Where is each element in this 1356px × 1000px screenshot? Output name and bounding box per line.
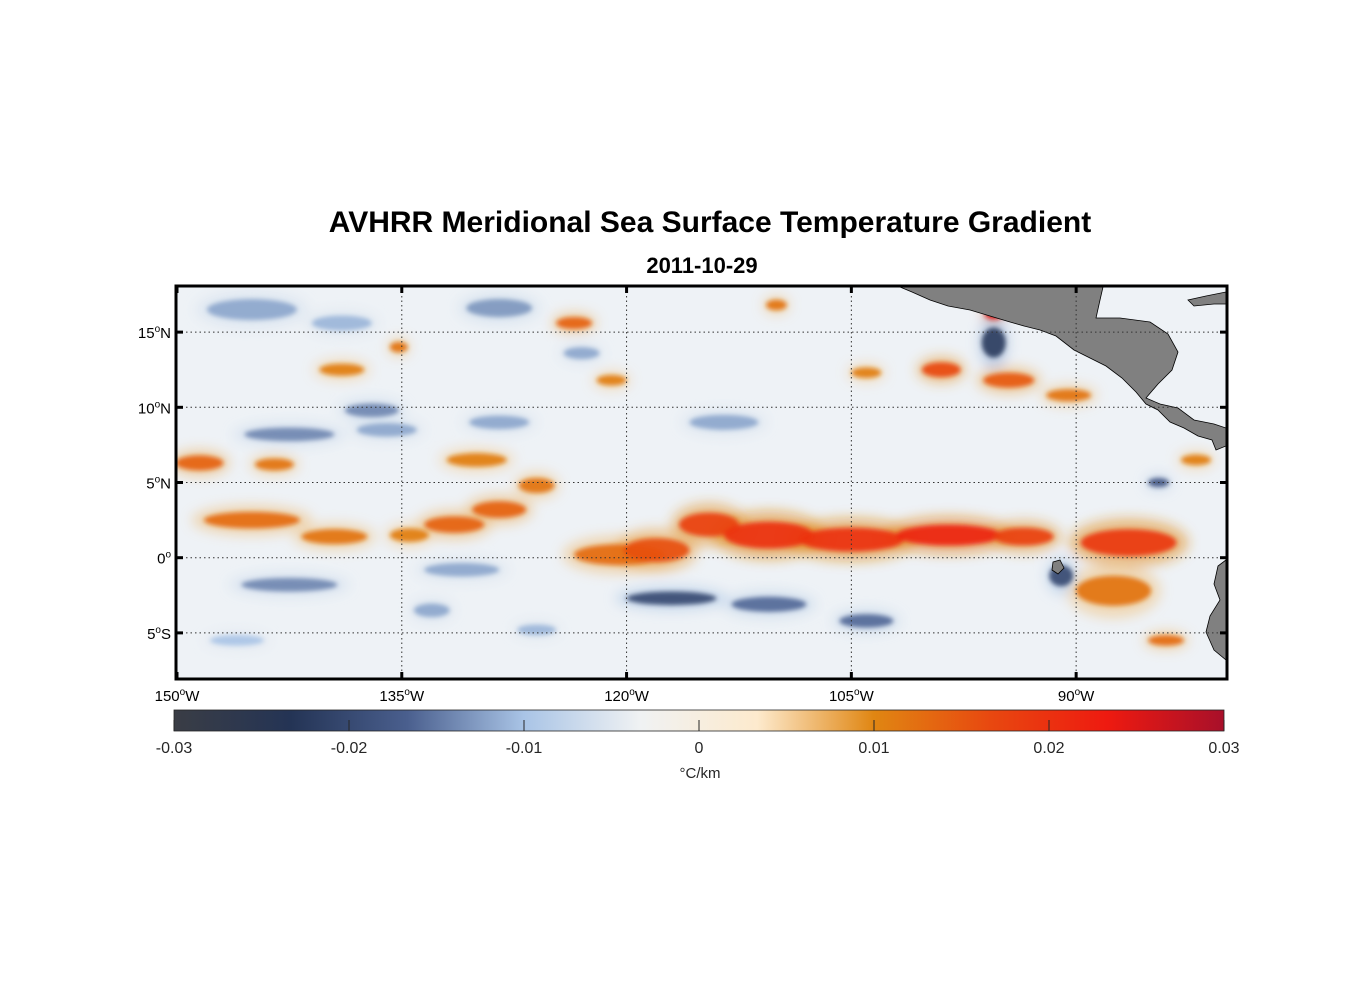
sst-feature-cold bbox=[469, 415, 530, 430]
sst-feature-warm bbox=[446, 453, 507, 467]
sst-feature-warm bbox=[389, 528, 429, 542]
land-masses bbox=[899, 287, 1226, 661]
land-mexico-central-america bbox=[899, 287, 1226, 451]
sst-feature-warm bbox=[1046, 389, 1092, 402]
colorbar-unit-label: °C/km bbox=[679, 765, 721, 782]
sst-feature-cold bbox=[413, 603, 450, 618]
colorbar-tick-label: 0.02 bbox=[1033, 740, 1065, 757]
colorbar-ticks bbox=[173, 720, 1225, 731]
sst-feature-cold bbox=[689, 414, 759, 430]
colorbar-tick-label: -0.03 bbox=[155, 740, 193, 757]
land-ecuador-peru bbox=[1205, 559, 1226, 661]
sst-feature-cold bbox=[626, 591, 717, 606]
sst-feature-warm bbox=[921, 362, 961, 378]
sst-feature-cold bbox=[563, 347, 600, 360]
sst-feature-cold bbox=[356, 423, 417, 437]
lat-label: 10oN bbox=[138, 399, 171, 417]
sst-feature-warm bbox=[851, 367, 882, 378]
lon-label: 150oW bbox=[155, 687, 201, 705]
sst-feature-cold bbox=[517, 624, 557, 636]
colorbar-tick-label: -0.02 bbox=[330, 740, 368, 757]
sst-feature-warm bbox=[301, 529, 368, 545]
land-galapagos bbox=[1051, 559, 1065, 575]
lat-label: 0o bbox=[157, 550, 171, 568]
lon-label: 105oW bbox=[829, 687, 875, 705]
sst-feature-warm bbox=[319, 363, 365, 376]
sst-feature-cold bbox=[424, 562, 500, 577]
frame-ticks bbox=[175, 286, 1227, 679]
sst-feature-warm bbox=[556, 317, 593, 330]
sst-feature-cold bbox=[209, 635, 264, 646]
sst-feature-warm bbox=[518, 477, 555, 494]
sst-feature-warm bbox=[983, 372, 1035, 388]
sst-feature-warm bbox=[389, 341, 408, 353]
lat-label: 5oN bbox=[146, 475, 171, 493]
sst-gradient-cores bbox=[177, 299, 1212, 646]
sst-feature-cold bbox=[981, 327, 1006, 358]
latitude-labels: 15oN 10oN 5oN 0o 5oS bbox=[138, 324, 172, 643]
sst-feature-warm bbox=[424, 516, 485, 533]
sst-feature-warm bbox=[1148, 635, 1185, 646]
colorbar-tick-label: -0.01 bbox=[505, 740, 543, 757]
sst-feature-warm bbox=[765, 299, 787, 311]
colorbar-tick-label: 0.03 bbox=[1208, 740, 1240, 757]
sst-feature-cold bbox=[244, 427, 335, 442]
sst-feature-warm bbox=[993, 527, 1054, 546]
lat-label: 5oS bbox=[147, 625, 171, 643]
sst-feature-warm bbox=[177, 455, 224, 471]
sst-feature-warm bbox=[896, 524, 1002, 546]
lon-label: 90oW bbox=[1058, 687, 1095, 705]
sst-feature-cold bbox=[311, 315, 372, 331]
sst-feature-cold bbox=[241, 577, 338, 592]
sst-feature-cold bbox=[466, 299, 533, 318]
sst-feature-warm bbox=[623, 538, 690, 563]
sst-feature-cold bbox=[206, 299, 297, 321]
land-colombia bbox=[1187, 291, 1226, 307]
lat-label: 15oN bbox=[138, 324, 171, 342]
longitude-labels: 150oW 135oW 120oW 105oW 90oW bbox=[155, 687, 1096, 705]
sst-feature-warm bbox=[596, 374, 627, 386]
sst-feature-warm bbox=[1181, 454, 1212, 466]
lon-label: 120oW bbox=[604, 687, 650, 705]
chart-subtitle: 2011-10-29 bbox=[646, 253, 758, 278]
sst-feature-warm bbox=[254, 458, 294, 471]
sst-feature-cold bbox=[731, 596, 807, 612]
chart-title: AVHRR Meridional Sea Surface Temperature… bbox=[328, 206, 1092, 239]
sst-feature-warm bbox=[679, 512, 739, 537]
lon-label: 135oW bbox=[379, 687, 425, 705]
sst-feature-warm bbox=[472, 501, 527, 518]
sst-feature-warm bbox=[723, 521, 814, 549]
sst-feature-warm bbox=[1080, 529, 1177, 557]
colorbar-tick-label: 0 bbox=[694, 740, 704, 757]
sst-feature-warm bbox=[1076, 575, 1152, 606]
sst-feature-warm bbox=[203, 511, 300, 529]
colorbar-tick-label: 0.01 bbox=[858, 740, 890, 757]
sst-feature-cold bbox=[839, 614, 894, 628]
sst-feature-cold bbox=[344, 403, 399, 418]
colorbar bbox=[173, 709, 1225, 732]
graticule bbox=[177, 287, 1226, 678]
map-plot-area bbox=[177, 287, 1226, 678]
